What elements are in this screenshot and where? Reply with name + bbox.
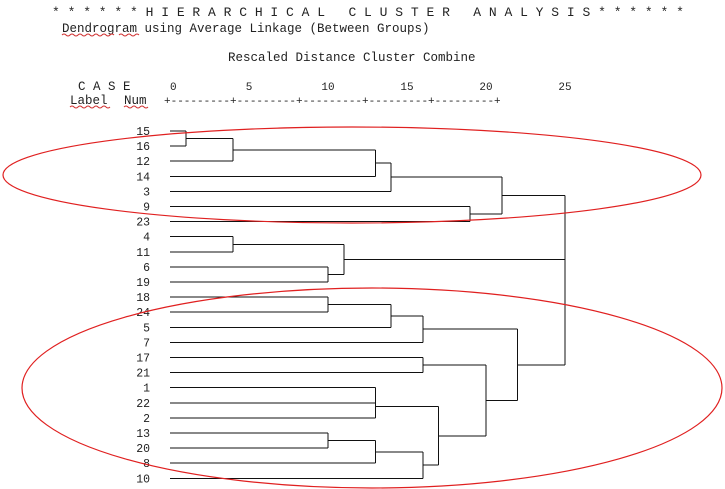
spellcheck-underline-num — [123, 105, 149, 109]
case-label: 6 — [143, 262, 150, 275]
spellcheck-underline-using — [118, 33, 140, 37]
spellcheck-underline-dendrogram — [61, 33, 115, 37]
bottom-cluster-highlight-ellipse — [21, 287, 723, 489]
axis-tick-label: 0 — [170, 82, 177, 94]
analysis-title: * * * * * * H I E R A R C H I C A L C L … — [52, 5, 684, 20]
case-label: 23 — [136, 217, 150, 230]
axis-tick-labels: 0 5 10 15 20 25 — [170, 82, 572, 94]
case-label: 12 — [136, 156, 150, 169]
axis-tick-label: 5 — [246, 82, 253, 94]
spellcheck-underline-label — [69, 105, 111, 109]
num-column-heading: Num — [124, 94, 147, 108]
case-label: 18 — [136, 292, 150, 305]
case-label: 13 — [136, 428, 150, 441]
case-label: 5 — [143, 322, 150, 335]
case-label: 3 — [143, 186, 150, 199]
case-label: 22 — [136, 398, 150, 411]
case-label: 2 — [143, 413, 150, 426]
case-label: 20 — [136, 443, 150, 456]
case-heading: C A S E — [78, 80, 131, 94]
case-label: 14 — [136, 171, 150, 184]
label-column-heading: Label — [70, 94, 108, 108]
case-label: 24 — [136, 307, 150, 320]
case-label: 19 — [136, 277, 150, 290]
case-label: 21 — [136, 368, 150, 381]
scale-caption: Rescaled Distance Cluster Combine — [228, 51, 476, 65]
axis-tick-label: 20 — [479, 82, 492, 94]
case-label: 4 — [143, 232, 150, 245]
axis-tick-label: 10 — [321, 82, 334, 94]
case-label: 17 — [136, 353, 150, 366]
case-label: 7 — [143, 337, 150, 350]
case-label: 10 — [136, 473, 150, 486]
dendrogram-tree — [170, 130, 566, 479]
axis-tick-label: 25 — [558, 82, 571, 94]
top-cluster-highlight-ellipse — [2, 126, 702, 224]
case-label: 1 — [143, 383, 150, 396]
case-label: 11 — [136, 247, 150, 260]
axis-ruler: +---------+---------+---------+---------… — [164, 96, 501, 108]
case-label: 9 — [143, 202, 150, 215]
axis-tick-label: 15 — [400, 82, 413, 94]
dendrogram-subtitle: Dendrogram using Average Linkage (Betwee… — [62, 22, 430, 36]
case-label: 16 — [136, 141, 150, 154]
